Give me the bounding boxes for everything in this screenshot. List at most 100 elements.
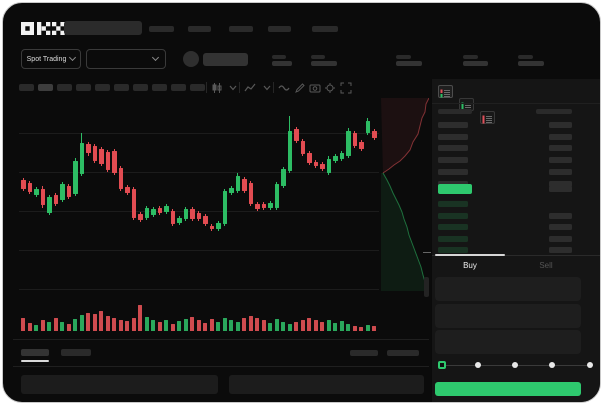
- slider-stop-50[interactable]: [512, 362, 518, 368]
- stat-1-label: [272, 55, 286, 59]
- ask-row[interactable]: [432, 143, 600, 155]
- tab-buy[interactable]: Buy: [432, 261, 508, 270]
- candle: [118, 97, 123, 297]
- volume-bar: [190, 317, 194, 331]
- ask-row[interactable]: [432, 167, 600, 179]
- timeframe-button-3[interactable]: [57, 84, 72, 91]
- chart-type-chevron-icon[interactable]: [228, 84, 238, 92]
- chart-settings-gear-icon[interactable]: [324, 82, 336, 94]
- bottom-tab-2[interactable]: [61, 349, 91, 356]
- bottom-action-1[interactable]: [350, 350, 378, 356]
- stat-1-value: [272, 61, 292, 66]
- pair-selector-dropdown[interactable]: [86, 49, 166, 69]
- okx-logo[interactable]: OKX: [21, 22, 65, 36]
- total-input[interactable]: [435, 330, 581, 354]
- bid-row-price-placeholder: [438, 224, 468, 231]
- last-price-highlight[interactable]: [438, 184, 472, 194]
- bid-row[interactable]: [432, 211, 600, 223]
- timeframe-button-9[interactable]: [171, 84, 186, 91]
- candle: [242, 97, 247, 297]
- candle: [333, 97, 338, 297]
- chart-type-icon[interactable]: [211, 82, 223, 94]
- amount-input[interactable]: [435, 304, 581, 328]
- camera-snapshot-icon[interactable]: [309, 82, 321, 94]
- bid-row[interactable]: [432, 222, 600, 234]
- bid-row[interactable]: [432, 199, 600, 211]
- book-view-combined-icon[interactable]: [438, 85, 453, 98]
- bottom-tab-1[interactable]: [21, 349, 49, 356]
- market-type-selector[interactable]: Spot Trading: [21, 49, 81, 69]
- candle: [21, 97, 26, 297]
- search-input[interactable]: [64, 21, 142, 35]
- nav-item-3[interactable]: [229, 26, 253, 32]
- nav-item-1[interactable]: [149, 26, 174, 32]
- panel-collapse-handle[interactable]: [424, 277, 429, 297]
- overlay-icon[interactable]: [244, 82, 256, 94]
- order-book-panel: Buy Sell: [431, 79, 600, 402]
- slider-handle[interactable]: [438, 361, 446, 369]
- draw-pencil-icon[interactable]: [294, 82, 306, 94]
- footer-panel-2[interactable]: [229, 375, 424, 394]
- indicator-wave-icon[interactable]: [278, 83, 290, 93]
- volume-bar: [255, 318, 259, 331]
- ask-row[interactable]: [432, 179, 600, 191]
- candle: [47, 97, 52, 297]
- ask-row-price-placeholder: [438, 122, 468, 128]
- depth-chart[interactable]: [381, 97, 431, 292]
- candle: [326, 97, 331, 297]
- timeframe-button-7[interactable]: [133, 84, 148, 91]
- timeframe-button-5[interactable]: [95, 84, 110, 91]
- slider-stop-100[interactable]: [587, 362, 593, 368]
- ask-row[interactable]: [432, 155, 600, 167]
- bid-row[interactable]: [432, 234, 600, 246]
- fullscreen-expand-icon[interactable]: [340, 82, 352, 94]
- stat-4-value: [463, 61, 488, 66]
- volume-bar: [222, 318, 227, 331]
- bid-row-amount-placeholder: [549, 224, 572, 231]
- chart-gridline: [19, 133, 379, 134]
- timeframe-button-1[interactable]: [19, 84, 34, 91]
- pair-name-placeholder[interactable]: [203, 53, 248, 66]
- timeframe-button-8[interactable]: [152, 84, 167, 91]
- timeframe-button-2[interactable]: [38, 84, 53, 91]
- okx-logo-icon: [21, 22, 65, 35]
- candlestick-chart[interactable]: [19, 97, 379, 297]
- ask-row[interactable]: [432, 120, 600, 132]
- volume-bar: [47, 322, 51, 331]
- nav-item-5[interactable]: [312, 26, 338, 32]
- bottom-action-2[interactable]: [387, 350, 419, 356]
- candle: [313, 97, 318, 297]
- bid-row-amount-placeholder: [549, 235, 572, 242]
- overlay-chevron-icon[interactable]: [262, 84, 272, 92]
- bid-row-price-placeholder: [438, 201, 468, 207]
- timeframe-button-4[interactable]: [76, 84, 91, 91]
- volume-bar: [73, 319, 77, 331]
- nav-item-2[interactable]: [188, 26, 211, 32]
- candle: [281, 97, 286, 297]
- volume-bar: [248, 316, 253, 331]
- ask-row[interactable]: [432, 132, 600, 144]
- price-input[interactable]: [435, 277, 581, 301]
- candle: [261, 97, 266, 297]
- tab-sell[interactable]: Sell: [508, 261, 584, 270]
- volume-bar: [281, 322, 285, 331]
- candle: [352, 97, 357, 297]
- slider-stop-75[interactable]: [549, 362, 555, 368]
- candle: [177, 97, 182, 297]
- buy-submit-button[interactable]: [435, 382, 581, 396]
- timeframe-button-6[interactable]: [114, 84, 129, 91]
- slider-stop-25[interactable]: [475, 362, 481, 368]
- volume-bar: [261, 320, 266, 331]
- depth-price-tick: [423, 252, 431, 253]
- footer-panel-1[interactable]: [21, 375, 218, 394]
- amount-slider[interactable]: [438, 361, 593, 369]
- book-view-bids-icon[interactable]: [459, 98, 474, 111]
- book-view-asks-icon[interactable]: [480, 111, 495, 124]
- candle: [40, 97, 45, 297]
- timeframe-button-10[interactable]: [190, 84, 205, 91]
- nav-item-4[interactable]: [268, 26, 291, 32]
- candle: [274, 97, 279, 297]
- bid-row[interactable]: [432, 245, 600, 257]
- candle: [34, 97, 39, 297]
